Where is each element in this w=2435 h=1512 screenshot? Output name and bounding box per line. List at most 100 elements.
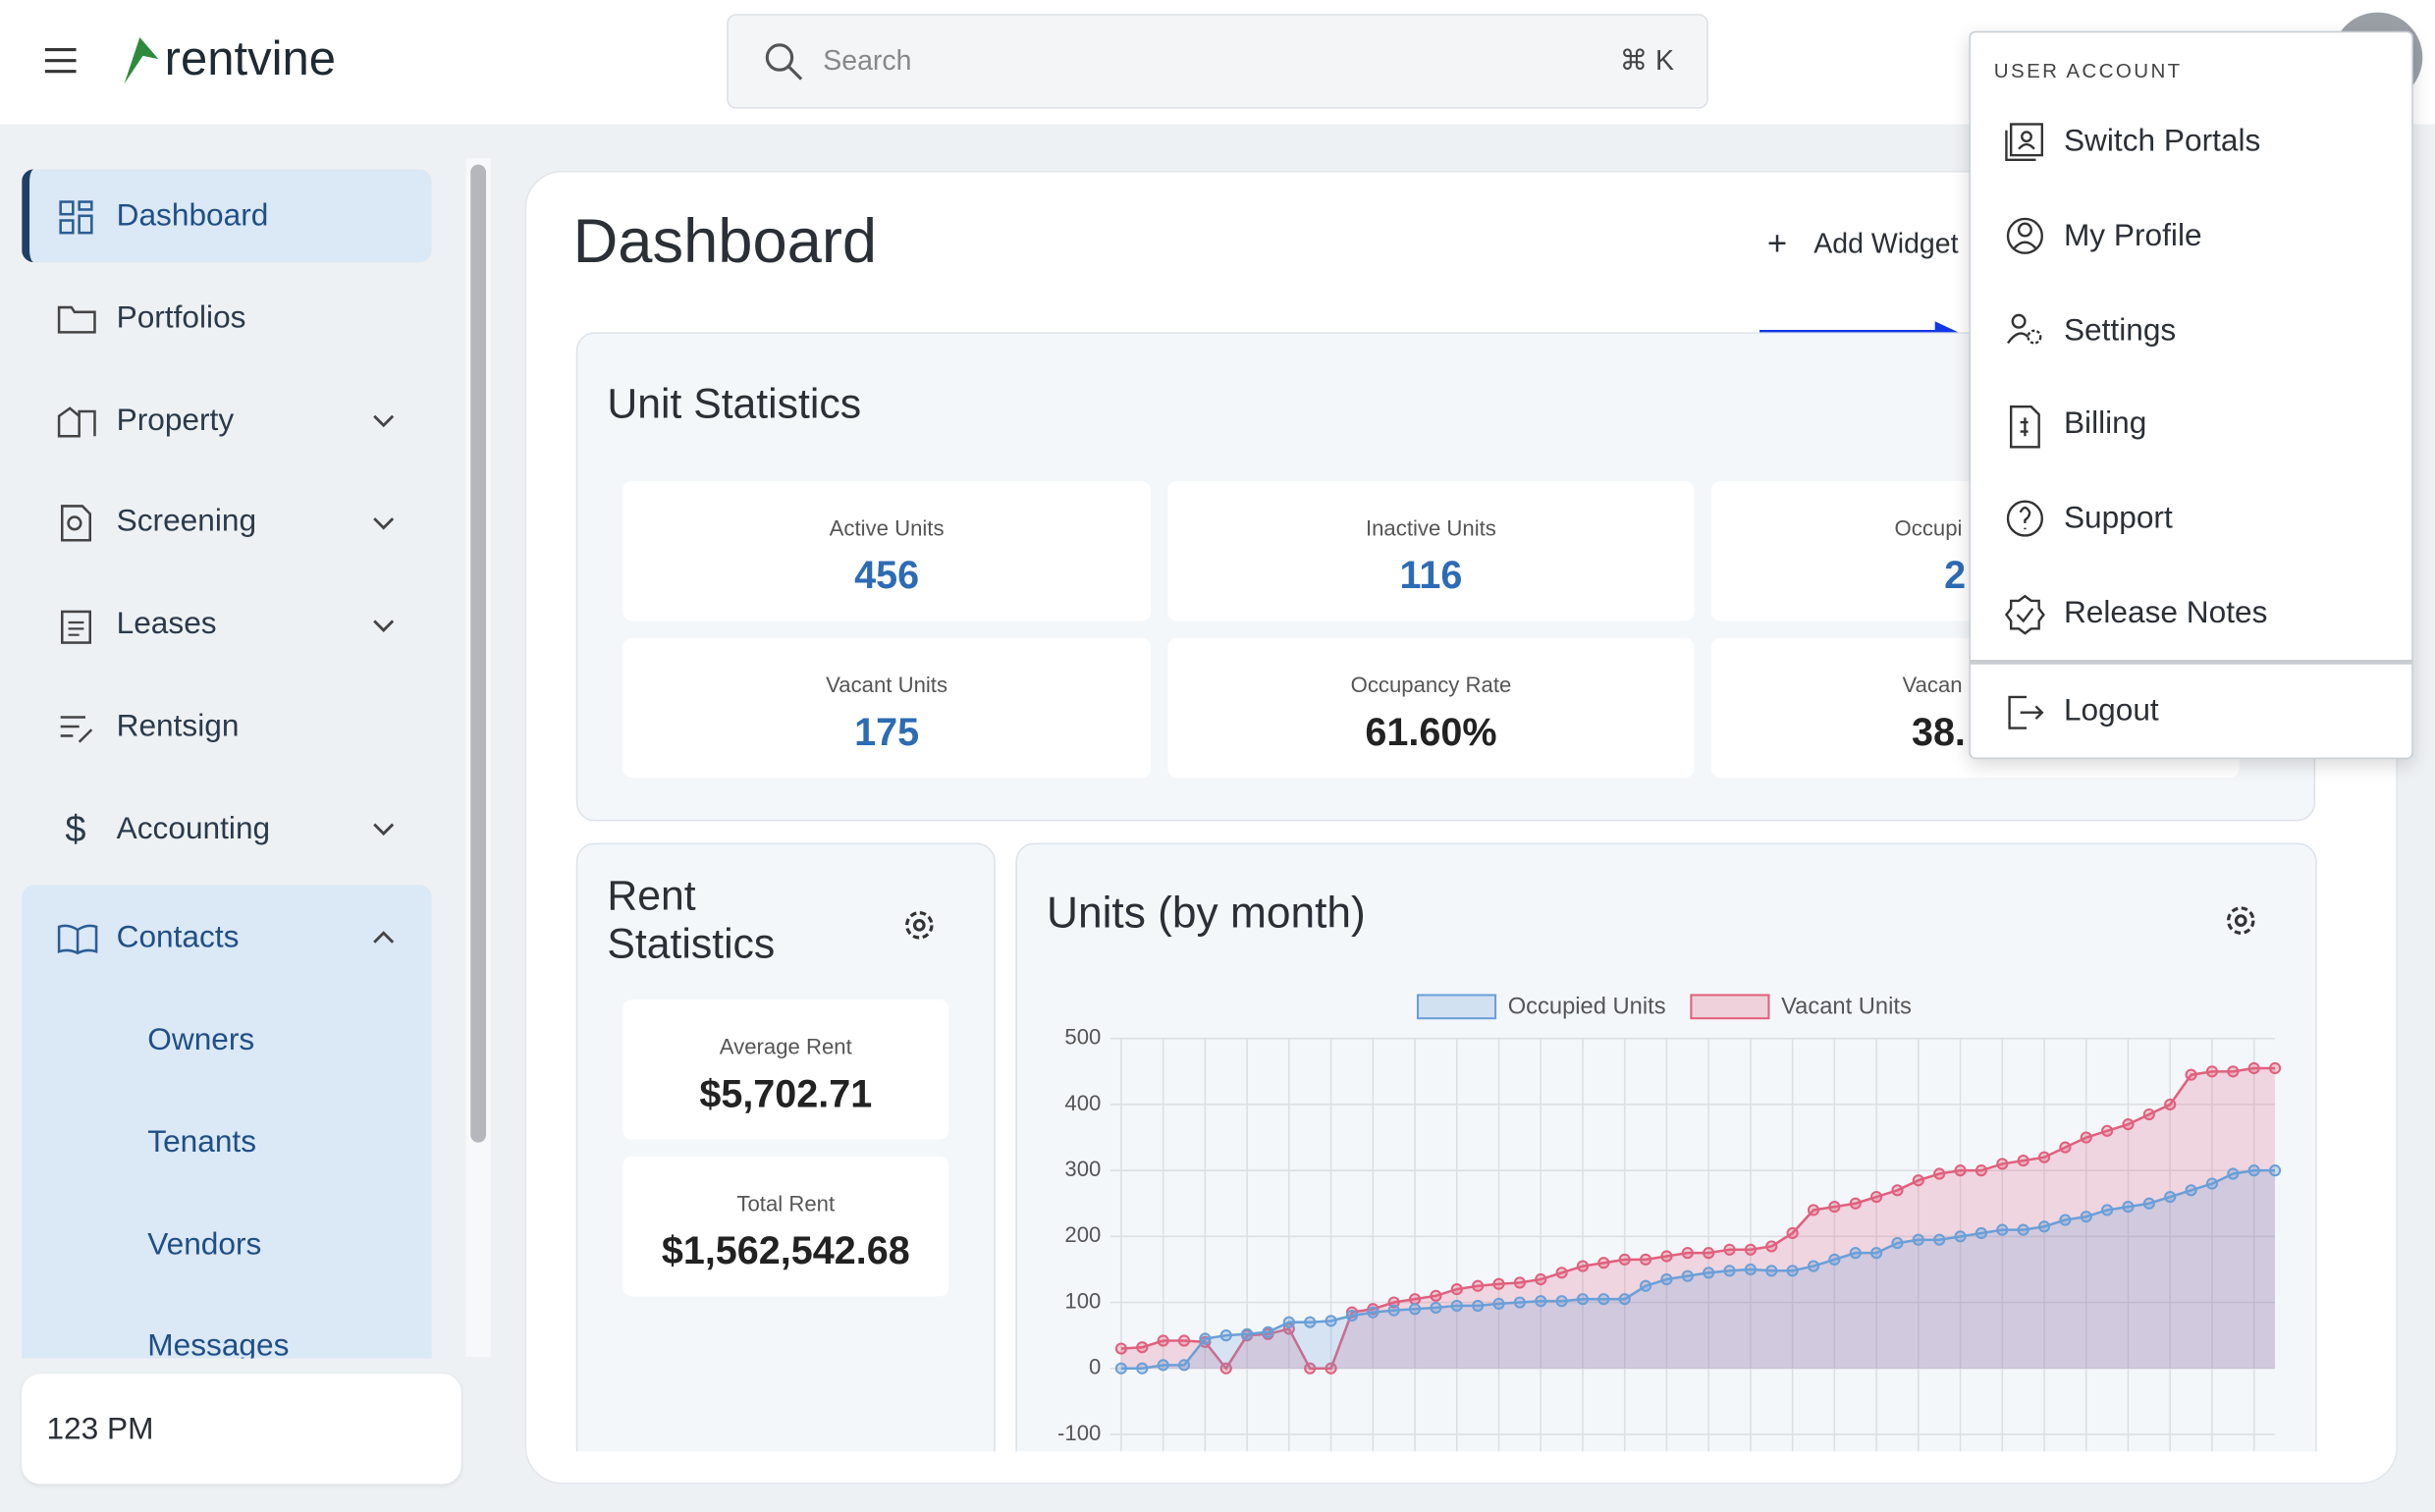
point	[2122, 1201, 2135, 1214]
point	[1177, 1359, 1191, 1372]
scrollbar-thumb[interactable]	[470, 164, 487, 1143]
point	[1786, 1226, 1799, 1240]
point	[1912, 1233, 1924, 1246]
nav-item[interactable]: Screening	[116, 504, 257, 539]
point	[2268, 1061, 2282, 1075]
y-tick-label: 400	[1064, 1091, 1101, 1115]
nav-item[interactable]: Property	[116, 404, 235, 438]
y-tick-label: 500	[1064, 1025, 1101, 1050]
logo-icon	[124, 36, 159, 84]
menu-item[interactable]: My Profile	[2063, 218, 2202, 253]
point	[1472, 1299, 1485, 1312]
area	[1120, 1067, 2276, 1369]
stat-card: Occupancy Rate 61.60%	[1167, 637, 1695, 779]
point	[1408, 1303, 1422, 1316]
point	[1367, 1306, 1380, 1319]
stat-value: $5,702.71	[699, 1072, 873, 1116]
point	[1408, 1293, 1422, 1306]
chevron	[373, 931, 395, 944]
point	[1870, 1247, 1883, 1260]
stat-card: Inactive Units 116	[1167, 481, 1695, 621]
menu-item[interactable]: Settings	[2063, 313, 2177, 349]
nav-item[interactable]: Portfolios	[116, 300, 246, 336]
point	[1933, 1167, 1946, 1180]
add-widget[interactable]: Add Widget	[1813, 228, 1959, 260]
point	[1513, 1296, 1526, 1309]
point	[1597, 1293, 1610, 1306]
point	[1975, 1226, 1988, 1240]
point	[1744, 1243, 1757, 1256]
point	[1136, 1341, 1149, 1354]
stat-label: Occupi	[1894, 514, 1963, 541]
footer-card	[22, 1374, 461, 1485]
logo: rentvine	[164, 30, 337, 85]
point	[2247, 1061, 2260, 1075]
point	[1765, 1240, 1778, 1253]
point	[1681, 1269, 1694, 1282]
point	[1954, 1230, 1967, 1243]
point	[1535, 1272, 1547, 1286]
point	[1325, 1315, 1337, 1327]
nav-item[interactable]: Rentsign	[116, 709, 240, 744]
search-placeholder: Search	[823, 44, 912, 77]
chart: Units (by month) -100 0 100 200 300 400 500 Occ…	[1047, 890, 2282, 1452]
point	[2080, 1211, 2092, 1223]
menu-item[interactable]: Billing	[2063, 406, 2147, 442]
menu-item[interactable]: Release Notes	[2063, 596, 2268, 630]
section-title: Rent Statistics	[607, 872, 776, 968]
menu-button[interactable]	[43, 46, 78, 74]
nav-subitem[interactable]: Owners	[147, 1022, 255, 1057]
point	[1996, 1223, 2009, 1236]
point	[1891, 1236, 1904, 1250]
point	[1450, 1283, 1463, 1296]
icon	[60, 716, 93, 743]
point	[1618, 1293, 1631, 1306]
point	[2017, 1223, 2029, 1236]
point	[1199, 1332, 1212, 1345]
legend-label: Vacant Units	[1781, 994, 1912, 1019]
line	[1120, 1168, 2276, 1371]
point	[1807, 1204, 1820, 1216]
stat-value: $1,562,542.68	[661, 1229, 910, 1273]
settings-button[interactable]	[899, 905, 940, 945]
chart-title: Units (by month)	[1047, 890, 1366, 938]
point	[1304, 1316, 1317, 1328]
nav-item[interactable]: Leases	[116, 607, 217, 641]
point	[1723, 1265, 1736, 1277]
legend-swatch	[1690, 994, 1770, 1020]
point	[1912, 1174, 1924, 1187]
stat-label: Active Units	[829, 514, 945, 541]
nav-subitem[interactable]: Vendors	[147, 1227, 262, 1263]
menu-item[interactable]: Switch Portals	[2063, 124, 2261, 159]
point	[1492, 1277, 1505, 1290]
menu-item[interactable]: Logout	[2063, 693, 2159, 729]
nav-item[interactable]: Dashboard	[116, 198, 269, 234]
stat-label: Average Rent	[719, 1034, 852, 1059]
stat-value: 2	[1944, 554, 1967, 598]
point	[1535, 1295, 1547, 1308]
nav-item[interactable]: Contacts	[116, 920, 240, 955]
search-box[interactable]	[727, 14, 1708, 109]
stat-value: 456	[854, 554, 920, 598]
point	[1157, 1334, 1169, 1347]
point	[1492, 1297, 1505, 1310]
point	[2101, 1204, 2114, 1216]
nav-item[interactable]: Accounting	[116, 811, 271, 846]
point	[2185, 1184, 2197, 1197]
point	[1430, 1301, 1442, 1315]
icon	[57, 406, 96, 438]
point	[1807, 1260, 1820, 1272]
nav-subitem[interactable]: Tenants	[147, 1125, 257, 1161]
settings-button[interactable]	[2221, 900, 2261, 941]
point	[2122, 1118, 2135, 1131]
point	[1933, 1233, 1946, 1246]
point	[2247, 1164, 2260, 1177]
menu-item[interactable]: Support	[2063, 501, 2173, 536]
point	[1618, 1253, 1631, 1266]
icon: $	[65, 808, 86, 851]
point	[1828, 1253, 1841, 1266]
point	[1472, 1279, 1485, 1292]
nav-subitem[interactable]: Messages	[147, 1328, 290, 1359]
stat-card: Vacant Units 175	[622, 637, 1151, 779]
